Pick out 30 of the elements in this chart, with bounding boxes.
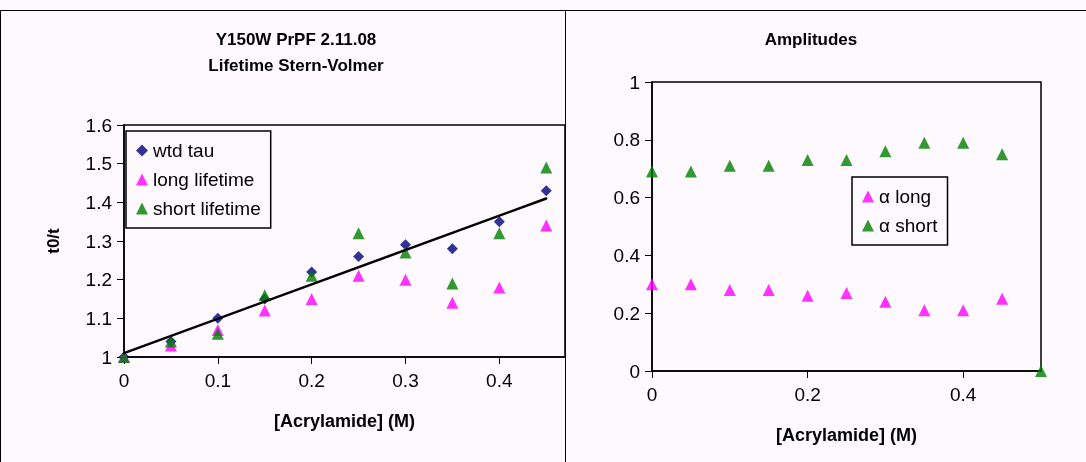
y-tick-label: 0.6: [613, 187, 640, 209]
x-axis-title: [Acrylamide] (M): [273, 411, 416, 431]
legend-label: long lifetime: [153, 169, 255, 190]
x-tick-label: 0.2: [794, 384, 821, 405]
chart-title: Y150W PrPF 2.11.08 Lifetime Stern-Volmer: [208, 29, 385, 75]
y-axis-title: t0/t: [44, 227, 63, 254]
y-tick-label: 0.4: [613, 244, 641, 266]
legend-label: short lifetime: [153, 198, 261, 219]
x-tick-label: 0.4: [486, 370, 513, 391]
x-tick-label: 0.3: [392, 370, 419, 391]
y-tick-label: 1.3: [85, 230, 112, 252]
y-tick-label: 0.2: [613, 302, 640, 324]
y-tick-label: 1: [101, 346, 112, 368]
x-tick-label: 0.1: [204, 370, 232, 391]
y-tick-label: 1.1: [85, 307, 112, 329]
y-tick-label: 1.5: [85, 153, 112, 175]
y-tick-label: 1.4: [85, 191, 113, 213]
y-tick-label: 1.6: [85, 114, 112, 136]
y-tick-label: 1: [629, 71, 640, 93]
x-tick-label: 0.2: [298, 370, 325, 391]
x-axis-title: [Acrylamide] (M): [775, 425, 918, 445]
x-tick-label: 0.4: [949, 384, 977, 405]
legend-label: α long: [879, 186, 932, 207]
y-tick-label: 0.8: [613, 129, 640, 151]
legend-label: α short: [879, 215, 939, 236]
chart-title: Amplitudes: [764, 29, 858, 49]
x-tick-label: 0: [646, 384, 658, 405]
legend-label: wtd tau: [152, 140, 215, 161]
y-tick-label: 1.2: [85, 269, 112, 291]
x-tick-label: 0: [118, 370, 130, 391]
